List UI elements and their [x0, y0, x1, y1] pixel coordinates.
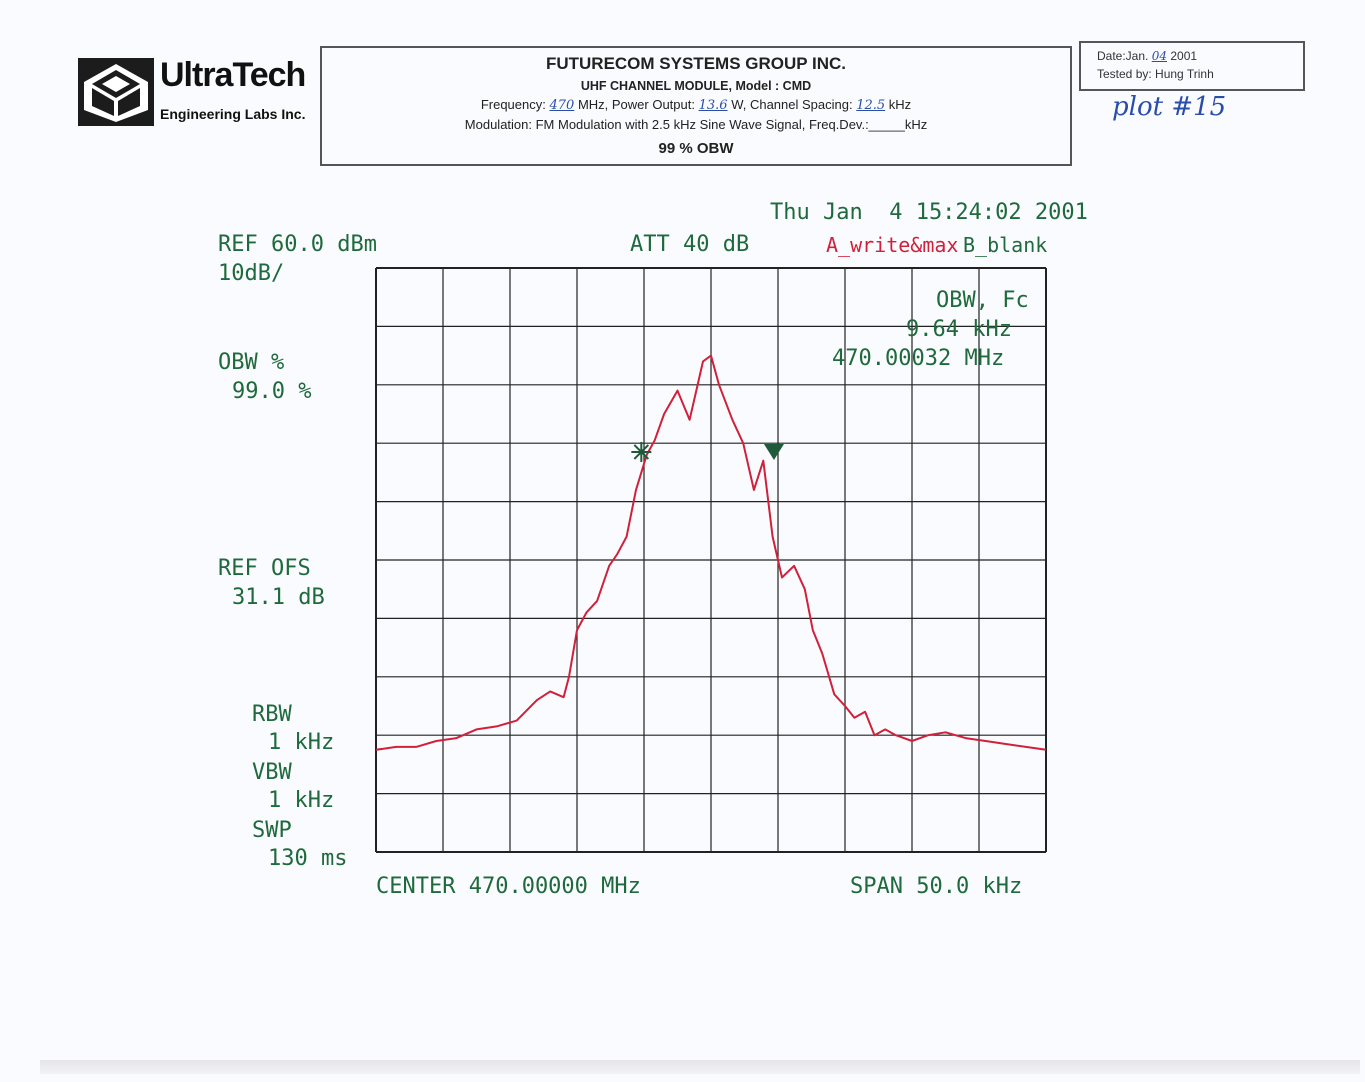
timestamp: Thu Jan 4 15:24:02 2001: [770, 200, 1088, 225]
vbw-value: 1 kHz: [268, 788, 335, 813]
date-value: 04: [1151, 49, 1167, 63]
page-edge-shadow: [40, 1060, 1360, 1074]
modulation-line: Modulation: FM Modulation with 2.5 kHz S…: [464, 117, 928, 132]
frequency-line: Frequency: 470 MHz, Power Output: 13.6 W…: [322, 97, 1070, 113]
model-line: UHF CHANNEL MODULE, Model : CMD: [580, 79, 812, 93]
sweep-value: 130 ms: [268, 846, 348, 871]
ref-offset-value: 31.1 dB: [232, 585, 325, 610]
date-box: Date:Jan. 04 2001 Tested by: Hung Trinh: [1079, 41, 1305, 91]
obw-percent-value: 99.0 %: [232, 379, 312, 404]
date-label: Date:Jan.: [1097, 49, 1149, 63]
trace-layer: [375, 354, 1047, 751]
test-name: 99 % OBW: [658, 140, 734, 157]
attenuation: ATT 40 dB: [630, 232, 750, 257]
vbw-label: VBW: [252, 760, 292, 785]
center-frequency: CENTER 470.00000 MHz: [376, 874, 641, 899]
spacing-unit: kHz: [888, 97, 912, 112]
power-value: 13.6: [698, 98, 728, 113]
span: SPAN 50.0 kHz: [850, 874, 1023, 899]
date-line: Date:Jan. 04 2001: [1097, 49, 1197, 63]
logo-name: UltraTech: [160, 56, 306, 94]
rbw-value: 1 kHz: [268, 730, 335, 755]
frequency-unit: MHz, Power Output:: [577, 97, 695, 112]
date-year: 2001: [1170, 49, 1198, 63]
plot-grid: [375, 267, 1047, 853]
obw-percent-label: OBW %: [218, 350, 285, 375]
report-header: FUTURECOM SYSTEMS GROUP INC. UHF CHANNEL…: [320, 46, 1072, 166]
obw-lower-marker-star: [631, 441, 652, 462]
ref-offset-label: REF OFS: [218, 556, 311, 581]
tested-by-label: Tested by:: [1097, 67, 1152, 81]
logo-subtitle: Engineering Labs Inc.: [160, 106, 306, 122]
ultratech-logo-icon: [78, 58, 154, 126]
frequency-value: 470: [549, 98, 575, 113]
tester-name: Hung Trinh: [1155, 67, 1214, 81]
tested-by-line: Tested by: Hung Trinh: [1097, 67, 1214, 81]
fc-value: 470.00032 MHz: [832, 346, 1005, 371]
trace-b-mode: B_blank: [963, 233, 1048, 257]
spacing-label: W, Channel Spacing:: [731, 97, 853, 112]
spectrum-trace: [375, 354, 1047, 751]
obw-value: 9.64 kHz: [906, 317, 1012, 342]
ref-level: REF 60.0 dBm: [218, 232, 377, 257]
obw-upper-marker-triangle: [763, 443, 784, 460]
spacing-value: 12.5: [856, 98, 886, 113]
rbw-label: RBW: [252, 702, 292, 727]
sweep-label: SWP: [252, 818, 292, 843]
plot-number: plot #15: [1112, 92, 1227, 122]
scale: 10dB/: [218, 261, 285, 286]
ultratech-logo: UltraTech Engineering Labs Inc.: [78, 56, 316, 128]
company-name: FUTURECOM SYSTEMS GROUP INC.: [545, 54, 847, 73]
trace-a-mode: A_write&max: [826, 233, 959, 257]
frequency-label: Frequency:: [480, 97, 546, 112]
marker-layer: [631, 441, 784, 462]
obw-fc-label: OBW, Fc: [936, 288, 1029, 313]
